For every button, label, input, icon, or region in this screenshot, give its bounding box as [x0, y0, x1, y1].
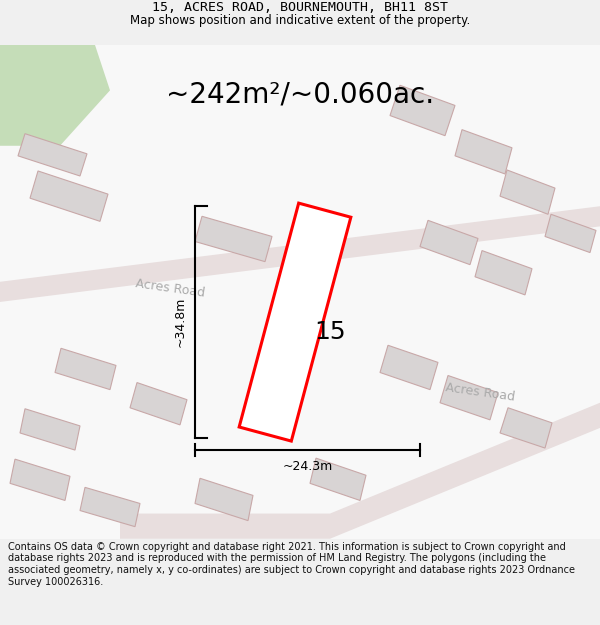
- Text: 15, ACRES ROAD, BOURNEMOUTH, BH11 8ST: 15, ACRES ROAD, BOURNEMOUTH, BH11 8ST: [152, 1, 448, 14]
- Polygon shape: [455, 129, 512, 174]
- Polygon shape: [80, 488, 140, 527]
- Polygon shape: [130, 382, 187, 425]
- Polygon shape: [55, 348, 116, 389]
- Polygon shape: [500, 408, 552, 448]
- Text: ~34.8m: ~34.8m: [174, 297, 187, 348]
- Polygon shape: [195, 478, 253, 521]
- Text: Contains OS data © Crown copyright and database right 2021. This information is : Contains OS data © Crown copyright and d…: [8, 542, 575, 587]
- Polygon shape: [239, 203, 351, 441]
- Text: Acres Road: Acres Road: [445, 381, 515, 404]
- Polygon shape: [545, 214, 596, 253]
- Polygon shape: [380, 345, 438, 389]
- Text: ~242m²/~0.060ac.: ~242m²/~0.060ac.: [166, 80, 434, 108]
- Polygon shape: [0, 206, 600, 302]
- Polygon shape: [120, 402, 600, 539]
- Polygon shape: [0, 45, 600, 539]
- Polygon shape: [195, 216, 272, 262]
- Polygon shape: [10, 459, 70, 501]
- Text: Acres Road: Acres Road: [134, 278, 206, 300]
- Polygon shape: [420, 221, 478, 264]
- Polygon shape: [20, 409, 80, 450]
- Text: Map shows position and indicative extent of the property.: Map shows position and indicative extent…: [130, 14, 470, 27]
- Text: 15: 15: [314, 320, 346, 344]
- Text: ~24.3m: ~24.3m: [283, 460, 332, 473]
- Polygon shape: [30, 171, 108, 221]
- Polygon shape: [500, 170, 555, 214]
- Polygon shape: [475, 251, 532, 295]
- Polygon shape: [0, 45, 110, 146]
- Polygon shape: [18, 134, 87, 176]
- Polygon shape: [390, 85, 455, 136]
- Polygon shape: [440, 376, 498, 420]
- Polygon shape: [310, 458, 366, 501]
